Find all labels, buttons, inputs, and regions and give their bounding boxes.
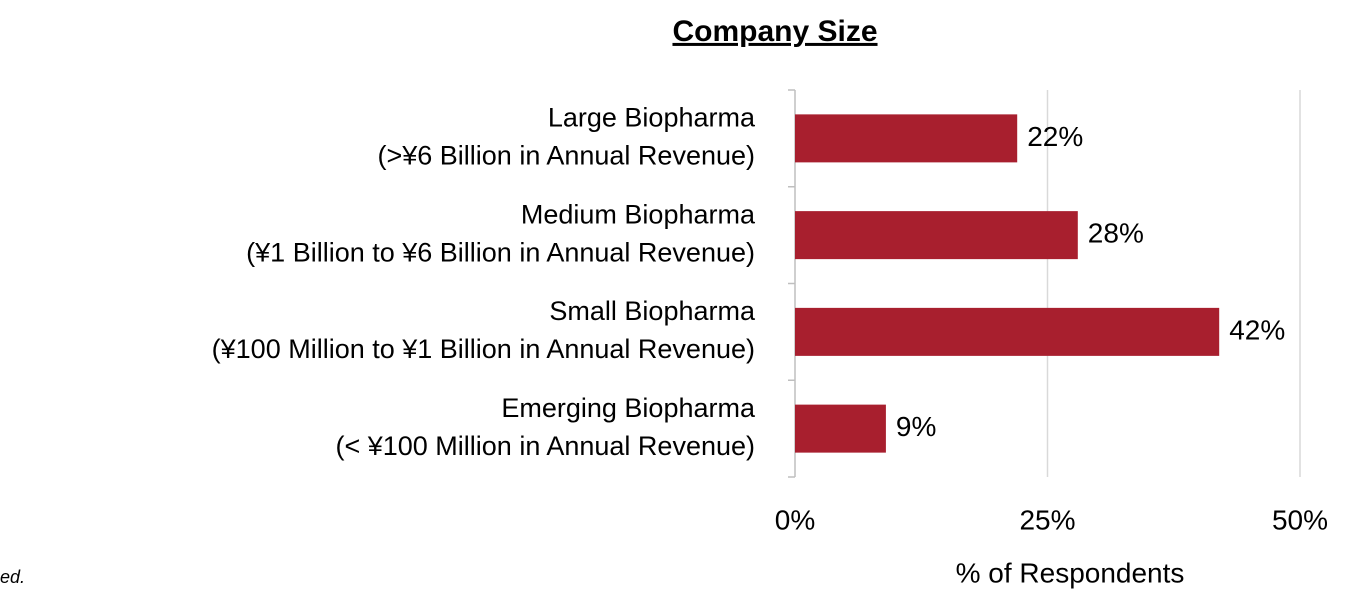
y-tick-label: (¥100 Million to ¥1 Billion in Annual Re… [212, 334, 755, 364]
y-tick-label: Small Biopharma [549, 296, 756, 326]
x-tick-label: 0% [775, 504, 815, 535]
y-tick-label: Large Biopharma [548, 103, 756, 133]
data-label: 28% [1088, 218, 1144, 249]
data-label: 42% [1229, 314, 1285, 345]
x-tick-label: 50% [1272, 504, 1328, 535]
x-tick-label: 25% [1019, 504, 1075, 535]
data-label: 9% [896, 411, 936, 442]
y-tick-label: (¥1 Billion to ¥6 Billion in Annual Reve… [246, 237, 755, 267]
y-tick-label: Medium Biopharma [521, 199, 756, 229]
y-tick-label: (>¥6 Billion in Annual Revenue) [378, 141, 756, 171]
bar [795, 404, 886, 453]
chart-title: Company Size [672, 15, 877, 48]
bar [795, 211, 1078, 260]
y-tick-label: Emerging Biopharma [501, 393, 756, 423]
data-label: 22% [1027, 121, 1083, 152]
footnote: ed. [0, 567, 25, 587]
x-axis-label: % of Respondents [956, 557, 1185, 588]
bar [795, 114, 1018, 163]
bar [795, 307, 1220, 356]
y-tick-label: (< ¥100 Million in Annual Revenue) [335, 431, 755, 461]
